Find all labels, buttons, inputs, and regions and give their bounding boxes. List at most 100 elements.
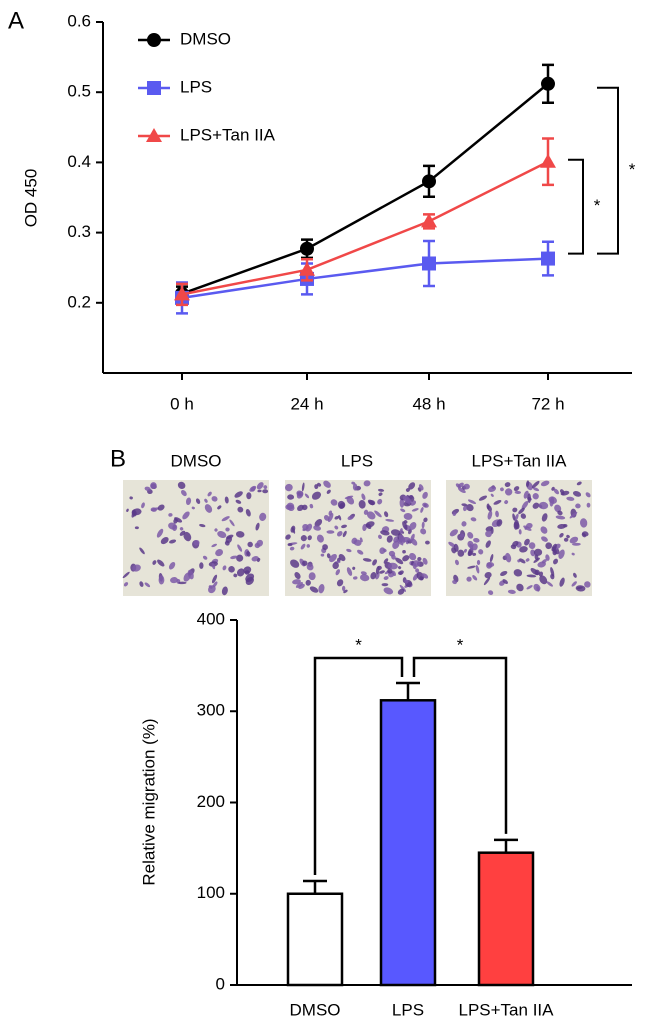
cell (541, 513, 548, 522)
cell (257, 489, 262, 493)
cell (342, 530, 347, 538)
cell (144, 582, 151, 588)
bar (477, 851, 535, 987)
cell (224, 496, 229, 504)
cell (533, 548, 543, 556)
cell (527, 493, 532, 504)
cell (173, 518, 178, 524)
cell (476, 559, 481, 566)
cell (378, 492, 383, 497)
cell (375, 572, 380, 580)
cell (233, 573, 238, 578)
cell (560, 490, 570, 496)
cell (505, 488, 513, 496)
cell (156, 528, 164, 538)
cell (284, 483, 293, 492)
cell (514, 490, 521, 494)
cell (314, 519, 323, 527)
panel-label: B (110, 445, 126, 472)
cell (523, 525, 532, 531)
cell (469, 543, 474, 551)
cell (259, 512, 267, 521)
image-label: LPS+Tan IIA (472, 451, 568, 470)
cell (353, 576, 358, 580)
cell (302, 560, 308, 566)
cell (551, 543, 557, 552)
cell (183, 531, 192, 542)
cell (514, 513, 519, 522)
cell (392, 540, 400, 549)
cell (399, 584, 407, 592)
cell (170, 577, 178, 584)
marker (541, 251, 555, 266)
cell (505, 552, 512, 563)
micrograph (446, 480, 592, 596)
cell (521, 500, 529, 510)
cell (466, 504, 474, 512)
significance-label: * (457, 635, 464, 654)
cell (399, 498, 405, 508)
cell (334, 515, 340, 520)
cell (255, 522, 260, 531)
cell (485, 540, 491, 548)
cell (352, 566, 356, 570)
line (181, 257, 549, 300)
cell (402, 555, 410, 562)
cell (287, 543, 293, 547)
cell (336, 531, 343, 537)
cell (553, 558, 559, 565)
cell (169, 539, 177, 544)
cell (360, 571, 367, 575)
cell (306, 563, 314, 571)
marker (422, 174, 436, 189)
cell (404, 579, 409, 584)
cell (337, 500, 346, 509)
cell (377, 488, 385, 492)
cell (454, 559, 459, 566)
cell (421, 573, 429, 579)
cell (463, 548, 467, 553)
cell (532, 493, 539, 500)
x-tick-label: 72 h (531, 394, 564, 413)
cell (490, 493, 494, 497)
cell (323, 480, 331, 488)
cell (318, 584, 325, 594)
cell (244, 570, 250, 575)
image-label: DMSO (171, 451, 222, 470)
cell (202, 555, 208, 560)
cell (326, 530, 335, 534)
cell (489, 554, 494, 563)
cell (187, 569, 194, 580)
y-tick-label: 0.6 (67, 11, 91, 30)
cell (317, 482, 322, 487)
cell (525, 558, 530, 562)
cell (473, 537, 480, 543)
cell (287, 494, 295, 500)
cell (387, 562, 398, 570)
cell (418, 484, 424, 491)
cell (467, 565, 476, 569)
cell (144, 486, 151, 492)
cell (230, 555, 238, 560)
cell (245, 508, 251, 517)
cell (211, 574, 218, 584)
cell (141, 502, 145, 509)
cell (235, 531, 245, 538)
cell (372, 559, 378, 566)
cell (298, 583, 305, 589)
cell (361, 493, 366, 501)
cell (524, 538, 530, 546)
cell (495, 510, 499, 518)
cell (185, 497, 192, 506)
legend-label: DMSO (180, 29, 231, 48)
cell (557, 524, 566, 529)
cell (353, 539, 362, 546)
cell (449, 529, 459, 537)
cell (157, 504, 165, 511)
cell (377, 498, 383, 505)
cell (346, 548, 352, 553)
cell (221, 516, 230, 522)
cell (292, 579, 301, 585)
cell (236, 568, 245, 577)
cell (181, 489, 187, 497)
